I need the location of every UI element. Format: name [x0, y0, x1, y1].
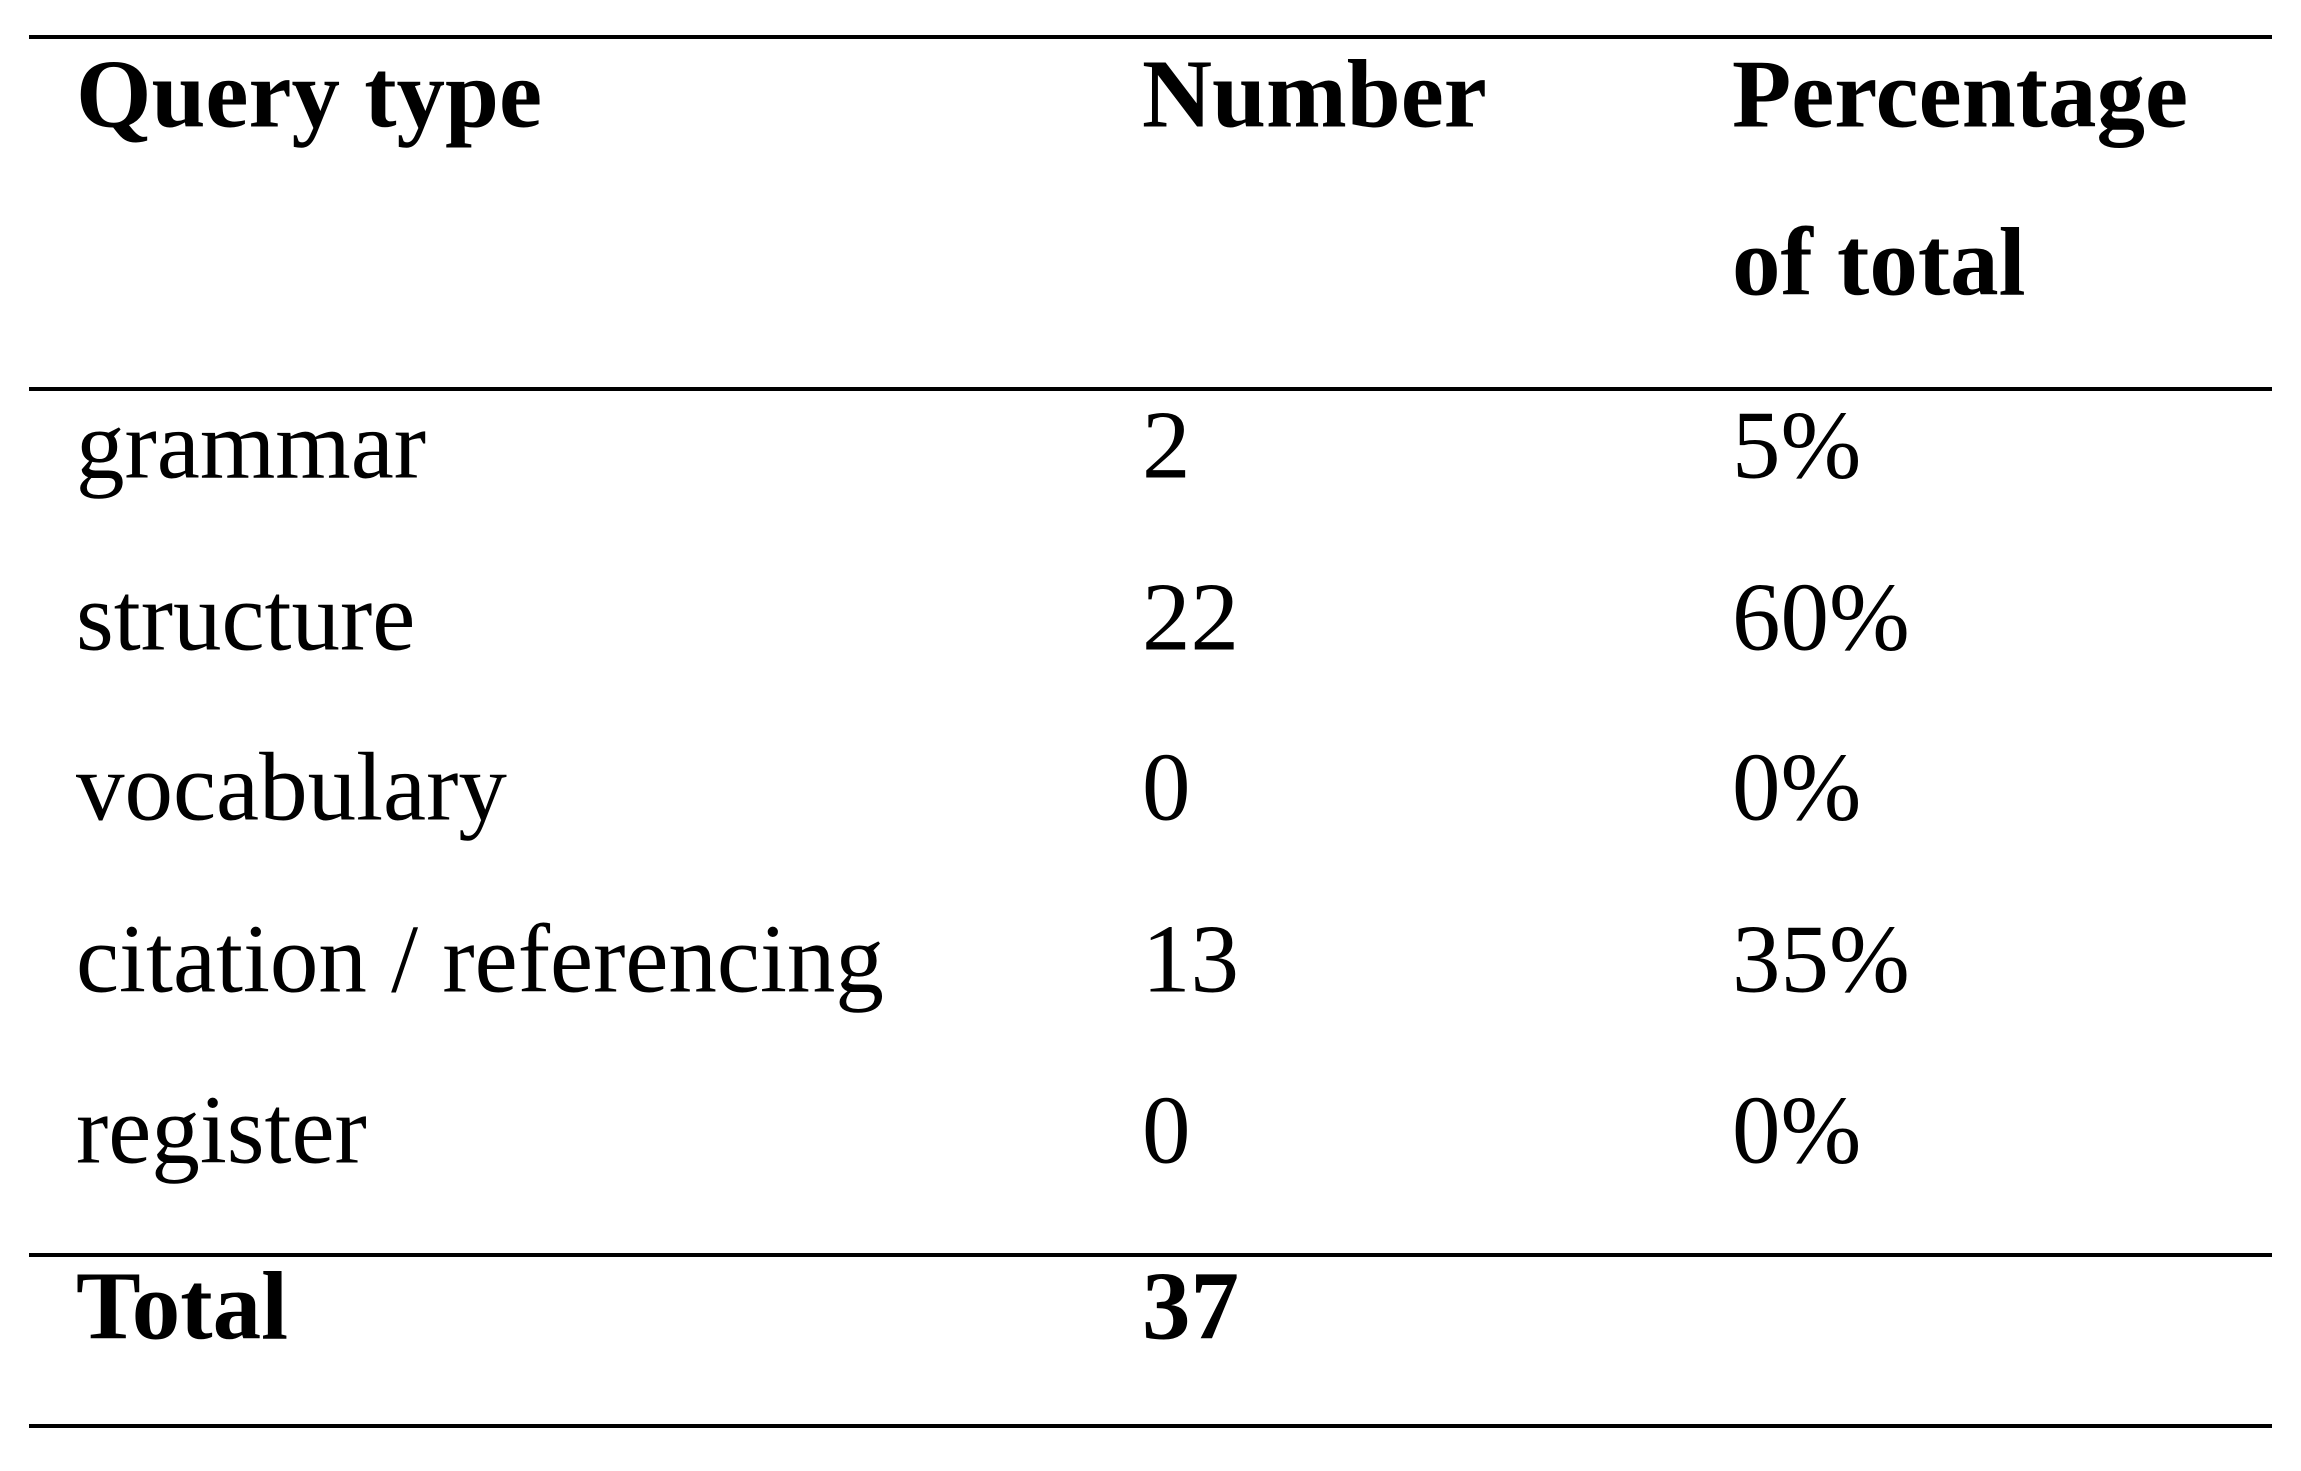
cell: 60% — [1732, 563, 1910, 670]
cell: 0% — [1732, 733, 1861, 840]
cell: 22 — [1142, 563, 1239, 670]
header-cell: of total — [1732, 208, 2026, 315]
cell: 2 — [1142, 391, 1191, 498]
header-cell: Number — [1142, 40, 1487, 147]
cell: structure — [76, 563, 415, 670]
cell: 35% — [1732, 905, 1910, 1012]
cell: citation / referencing — [76, 905, 884, 1012]
cell: 0 — [1142, 733, 1191, 840]
cell: vocabulary — [76, 733, 507, 840]
cell: 13 — [1142, 905, 1239, 1012]
cell: grammar — [76, 391, 426, 498]
cell: 0% — [1732, 1076, 1861, 1183]
total-cell: 37 — [1142, 1252, 1239, 1359]
cell: register — [76, 1076, 367, 1183]
header-cell: Query type — [76, 40, 542, 147]
total-cell: Total — [76, 1252, 288, 1359]
cell: 0 — [1142, 1076, 1191, 1183]
cell: 5% — [1732, 391, 1861, 498]
header-cell: Percentage — [1732, 40, 2188, 147]
